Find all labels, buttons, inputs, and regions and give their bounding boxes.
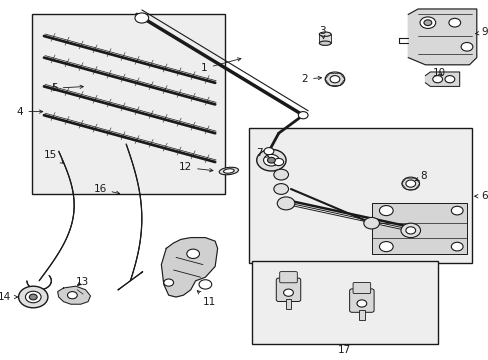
FancyBboxPatch shape — [276, 278, 300, 302]
Circle shape — [273, 184, 288, 194]
Circle shape — [29, 294, 37, 300]
Circle shape — [256, 149, 285, 171]
Bar — [32, 14, 224, 194]
Circle shape — [298, 112, 307, 119]
Text: 6: 6 — [474, 191, 488, 201]
Circle shape — [423, 20, 431, 26]
FancyBboxPatch shape — [279, 271, 297, 283]
Text: 12: 12 — [179, 162, 212, 172]
FancyBboxPatch shape — [349, 289, 373, 312]
Circle shape — [273, 169, 288, 180]
Polygon shape — [161, 238, 217, 297]
Circle shape — [400, 223, 420, 238]
Circle shape — [186, 249, 199, 258]
Circle shape — [460, 42, 472, 51]
Bar — [319, 34, 330, 43]
Circle shape — [264, 148, 273, 155]
Polygon shape — [407, 9, 476, 65]
Text: 9: 9 — [474, 27, 488, 37]
Circle shape — [363, 217, 379, 229]
FancyBboxPatch shape — [352, 282, 370, 294]
Polygon shape — [425, 72, 459, 86]
Polygon shape — [58, 286, 90, 304]
Ellipse shape — [319, 32, 330, 36]
Text: 4: 4 — [17, 107, 42, 117]
Circle shape — [325, 72, 344, 86]
Text: 2: 2 — [301, 74, 321, 84]
Text: 15: 15 — [44, 150, 63, 163]
Text: 17: 17 — [337, 345, 351, 355]
Circle shape — [448, 18, 460, 27]
Circle shape — [163, 279, 173, 286]
Text: 3: 3 — [319, 26, 325, 39]
Text: 13: 13 — [76, 276, 89, 287]
Bar — [285, 299, 291, 309]
Text: 10: 10 — [432, 68, 445, 78]
Bar — [251, 261, 437, 344]
Circle shape — [379, 206, 392, 216]
Circle shape — [444, 76, 454, 83]
Circle shape — [25, 291, 41, 303]
Bar — [371, 203, 466, 254]
Circle shape — [419, 17, 435, 28]
Circle shape — [356, 300, 366, 307]
Bar — [358, 310, 364, 320]
Circle shape — [405, 227, 415, 234]
Circle shape — [432, 76, 442, 83]
Circle shape — [199, 280, 211, 289]
Circle shape — [450, 206, 462, 215]
Circle shape — [450, 242, 462, 251]
Circle shape — [329, 76, 339, 83]
Text: 14: 14 — [0, 292, 18, 302]
Circle shape — [379, 242, 392, 252]
Text: 1: 1 — [201, 58, 241, 73]
Circle shape — [67, 292, 77, 299]
Ellipse shape — [219, 167, 238, 175]
Text: 8: 8 — [414, 171, 427, 181]
Circle shape — [19, 286, 48, 308]
Ellipse shape — [319, 41, 330, 45]
Circle shape — [401, 177, 419, 190]
Circle shape — [267, 157, 275, 163]
Circle shape — [277, 197, 294, 210]
Text: 7: 7 — [255, 148, 268, 158]
Circle shape — [263, 154, 279, 166]
Circle shape — [283, 289, 293, 296]
Text: 16: 16 — [93, 184, 120, 194]
Circle shape — [273, 158, 283, 166]
Text: 5: 5 — [51, 83, 83, 93]
Bar — [249, 128, 471, 263]
Circle shape — [135, 13, 148, 23]
Text: 11: 11 — [197, 291, 216, 307]
Circle shape — [405, 180, 415, 187]
Ellipse shape — [223, 169, 234, 173]
